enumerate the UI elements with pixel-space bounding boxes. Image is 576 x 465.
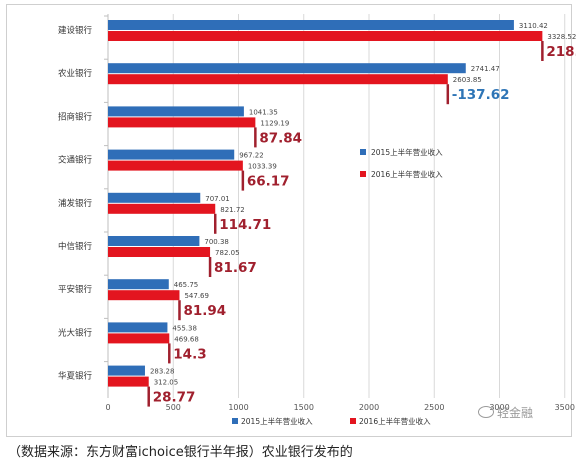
category-label: 光大银行	[58, 327, 93, 338]
bar-2016-label: 312.05	[154, 379, 179, 387]
bar-2016-label: 547.69	[184, 292, 209, 300]
legend-bottom-swatch	[232, 418, 238, 424]
legend-swatch	[360, 171, 366, 177]
difference-label: -137.62	[452, 87, 510, 103]
x-tick-label: 500	[166, 403, 181, 412]
bar-2016-label: 2603.85	[453, 76, 482, 84]
bar-2015	[108, 236, 200, 246]
legend-swatch	[360, 149, 366, 155]
bar-2015	[108, 192, 201, 203]
x-tick-label: 3500	[555, 403, 575, 412]
category-label: 农业银行	[58, 68, 93, 79]
bar-2016	[108, 290, 180, 301]
x-tick-label: 3000	[489, 403, 509, 412]
difference-label: 218.1	[546, 44, 576, 60]
category-label: 交通银行	[58, 155, 93, 166]
bar-2016	[108, 376, 149, 387]
bar-2016	[108, 160, 243, 171]
bar-2016-label: 821.72	[220, 206, 245, 214]
bar-2015-label: 967.22	[239, 152, 264, 160]
legend-label: 2015上半年营业收入	[371, 147, 443, 157]
difference-label: 87.84	[259, 130, 302, 146]
difference-label: 66.17	[247, 174, 290, 190]
category-label: 平安银行	[58, 284, 93, 295]
legend-bottom-label: 2015上半年营业收入	[241, 416, 313, 426]
bar-2015-label: 283.28	[150, 368, 175, 376]
difference-label: 81.94	[183, 303, 226, 319]
legend-bottom-label: 2016上半年营业收入	[359, 416, 431, 426]
bar-2016-label: 3328.52	[547, 33, 576, 41]
category-label: 华夏银行	[58, 371, 93, 382]
category-label: 中信银行	[58, 241, 93, 252]
bar-2016	[108, 74, 448, 85]
category-label: 招商银行	[58, 111, 93, 122]
bar-2015-label: 700.38	[204, 238, 229, 246]
bar-2016-label: 1033.39	[248, 163, 277, 171]
bar-2015	[108, 63, 466, 74]
bar-2016-label: 1129.19	[260, 119, 289, 127]
category-label: 建设银行	[58, 25, 93, 36]
bar-2015-label: 707.01	[205, 195, 230, 203]
bar-2015-label: 465.75	[174, 281, 199, 289]
bar-2016	[108, 117, 256, 128]
x-tick-label: 1000	[228, 403, 248, 412]
bar-2016	[108, 203, 216, 214]
bar-2015	[108, 149, 235, 160]
bar-2016	[108, 247, 211, 257]
difference-label: 28.77	[153, 390, 196, 406]
bar-2015	[108, 279, 169, 290]
bar-2016-label: 469.68	[174, 335, 199, 343]
difference-label: 81.67	[214, 260, 257, 276]
legend-label: 2016上半年营业收入	[371, 169, 443, 179]
legend-bottom-swatch	[350, 418, 356, 424]
bar-2015	[108, 322, 168, 333]
bar-2015-label: 3110.42	[519, 22, 548, 30]
category-label: 浦发银行	[58, 198, 93, 209]
bar-2015-label: 455.38	[172, 324, 197, 332]
x-tick-label: 1500	[294, 403, 314, 412]
bar-2015	[108, 365, 145, 376]
bar-2016	[108, 31, 543, 41]
watermark-text: 轻金融	[497, 406, 534, 420]
bar-2015	[108, 20, 514, 30]
difference-label: 114.71	[219, 217, 271, 233]
bar-2016-label: 782.05	[215, 249, 240, 257]
chat-bubble-icon	[478, 406, 494, 418]
x-tick-label: 2000	[359, 403, 379, 412]
x-tick-label: 0	[105, 403, 110, 412]
source-note: （数据来源：东方财富ichoice银行半年报）农业银行发布的	[8, 445, 353, 460]
bar-chart: 0 500 1000 1500 2000 2500 3000 3500 建设银行 3110.42 3…	[58, 14, 576, 426]
difference-label: 14.3	[173, 346, 206, 362]
bar-2015-label: 1041.35	[249, 108, 278, 116]
watermark: 轻金融	[478, 404, 533, 421]
bar-2015	[108, 106, 244, 117]
bar-2016	[108, 333, 170, 344]
bar-2015-label: 2741.47	[471, 65, 500, 73]
x-tick-label: 2500	[424, 403, 444, 412]
